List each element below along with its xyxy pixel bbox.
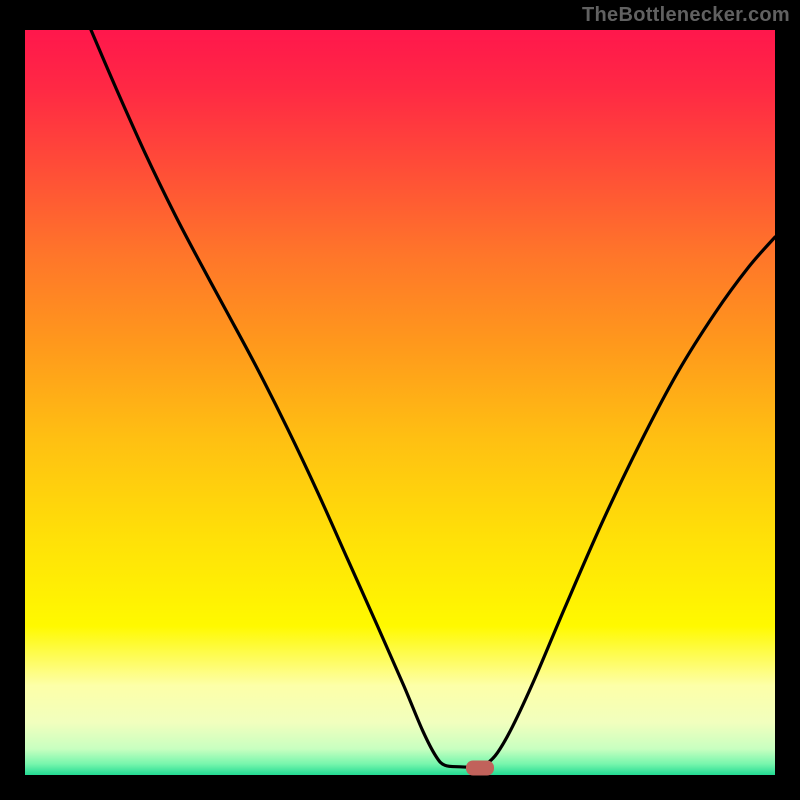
attribution-label: TheBottlenecker.com <box>582 4 790 27</box>
gradient-background <box>25 30 775 775</box>
chart-frame: TheBottlenecker.com <box>0 0 800 800</box>
plot-area <box>25 30 775 775</box>
optimum-marker <box>466 760 494 775</box>
